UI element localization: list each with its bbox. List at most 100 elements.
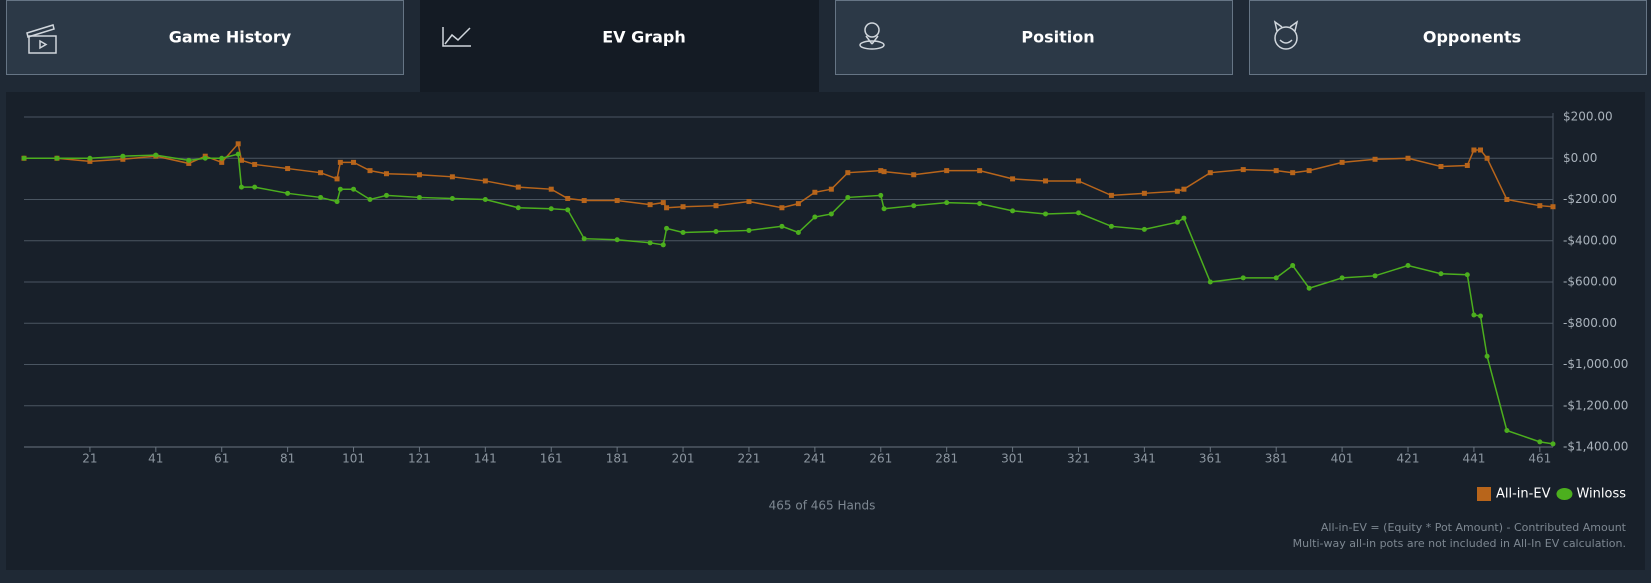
tab[interactable] <box>6 0 404 75</box>
x-tick-label: 181 <box>606 452 629 466</box>
x-tick-label: 461 <box>1528 452 1551 466</box>
point <box>1306 285 1312 291</box>
point <box>318 194 324 200</box>
position-icon <box>859 22 885 50</box>
point <box>238 157 244 163</box>
tab-label[interactable]: EV Graph <box>602 28 686 47</box>
point <box>21 155 27 161</box>
tab[interactable] <box>1249 0 1647 75</box>
point <box>186 157 192 163</box>
x-tick-label: 301 <box>1001 452 1024 466</box>
x-tick-label: 421 <box>1397 452 1420 466</box>
point <box>367 168 373 174</box>
point <box>482 197 488 202</box>
y-tick-label: -$600.00 <box>1563 275 1617 289</box>
point <box>1043 178 1049 184</box>
point <box>235 151 241 157</box>
point <box>1438 271 1444 277</box>
point <box>812 214 818 220</box>
y-tick-label: $200.00 <box>1563 110 1613 124</box>
x-tick-label: 161 <box>540 452 563 466</box>
point <box>795 230 801 235</box>
point <box>235 141 241 147</box>
legend-label: All-in-EV <box>1496 487 1551 502</box>
y-tick-label: $0.00 <box>1563 151 1597 165</box>
point <box>977 168 983 174</box>
tab-label[interactable]: Game History <box>169 28 292 47</box>
point <box>252 161 258 167</box>
tab[interactable] <box>835 0 1233 75</box>
point <box>1464 162 1470 168</box>
point <box>795 201 801 207</box>
point <box>1339 275 1345 281</box>
point <box>337 186 343 192</box>
point <box>1405 263 1411 268</box>
point <box>202 155 208 161</box>
point <box>1207 279 1213 285</box>
legend-swatch <box>1477 487 1491 501</box>
x-tick-label: 361 <box>1199 452 1222 466</box>
point <box>285 190 291 196</box>
x-tick-label: 341 <box>1133 452 1156 466</box>
x-tick-label: 21 <box>82 452 97 466</box>
point <box>416 172 422 178</box>
tab-label[interactable]: Opponents <box>1423 28 1521 47</box>
point <box>1240 275 1246 281</box>
clapper-icon <box>26 24 57 54</box>
point <box>664 225 670 231</box>
point <box>977 201 983 207</box>
point <box>944 200 950 206</box>
point <box>1537 203 1543 209</box>
opponent-icon <box>1273 20 1299 50</box>
point <box>1478 147 1484 153</box>
point <box>482 178 488 184</box>
point <box>845 170 851 176</box>
panel <box>6 92 1645 570</box>
point <box>252 184 258 190</box>
point <box>1181 186 1187 192</box>
point <box>383 171 389 177</box>
point <box>186 160 192 166</box>
point <box>1471 147 1477 153</box>
x-tick-label: 81 <box>280 452 295 466</box>
point <box>647 240 653 246</box>
point <box>449 174 455 180</box>
point <box>1273 275 1279 281</box>
point <box>881 206 887 212</box>
point <box>1550 441 1556 447</box>
point <box>1537 439 1543 445</box>
point <box>565 207 571 213</box>
point <box>515 205 521 211</box>
point <box>565 195 571 201</box>
y-tick-label: -$1,200.00 <box>1563 398 1628 412</box>
point <box>746 199 752 205</box>
active-tab[interactable] <box>420 0 819 92</box>
tab-label[interactable]: Position <box>1021 28 1094 47</box>
y-tick-label: -$800.00 <box>1563 316 1617 330</box>
point <box>828 211 834 217</box>
point <box>812 189 818 195</box>
point <box>416 194 422 200</box>
point <box>680 230 686 235</box>
point <box>1174 188 1180 194</box>
point <box>1010 208 1016 214</box>
point <box>367 197 373 202</box>
graph-icon <box>442 27 471 47</box>
x-tick-label: 141 <box>474 452 497 466</box>
point <box>713 203 719 209</box>
point <box>120 156 126 162</box>
note: Multi-way all-in pots are not included i… <box>1293 537 1626 550</box>
point <box>660 200 666 206</box>
x-tick-label: 401 <box>1331 452 1354 466</box>
point <box>1240 167 1246 173</box>
point <box>1043 211 1049 217</box>
point <box>828 186 834 192</box>
point <box>1372 273 1378 279</box>
note: All-in-EV = (Equity * Pot Amount) - Cont… <box>1321 521 1627 534</box>
point <box>647 202 653 208</box>
point <box>779 205 785 211</box>
point <box>219 155 225 161</box>
point <box>1550 204 1556 210</box>
point <box>1339 159 1345 165</box>
